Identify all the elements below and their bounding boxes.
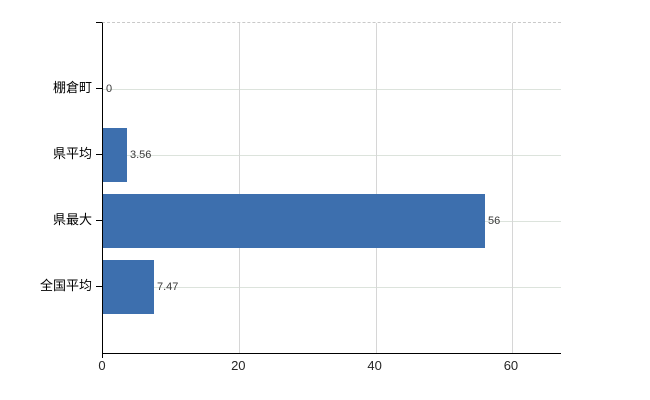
v-gridline bbox=[376, 23, 377, 353]
v-gridline bbox=[239, 23, 240, 353]
bar bbox=[103, 194, 485, 248]
value-label: 3.56 bbox=[130, 149, 152, 161]
h-gridline bbox=[103, 287, 561, 288]
x-tick-label: 20 bbox=[231, 358, 246, 373]
v-gridline bbox=[512, 23, 513, 353]
category-label: 県平均 bbox=[52, 146, 92, 161]
h-gridline bbox=[103, 155, 561, 156]
x-axis-zero-tick bbox=[102, 353, 103, 358]
category-tick bbox=[96, 286, 102, 287]
x-tick-label: 60 bbox=[503, 358, 519, 373]
bar bbox=[103, 128, 127, 182]
x-tick-label: 40 bbox=[367, 358, 382, 373]
plot-area: 0 3.56 56 7.47 bbox=[102, 22, 561, 354]
value-label: 56 bbox=[488, 215, 501, 227]
h-gridline bbox=[103, 89, 561, 90]
category-tick bbox=[96, 154, 102, 155]
category-tick bbox=[96, 220, 102, 221]
category-label: 棚倉町 bbox=[52, 80, 92, 95]
category-label: 県最大 bbox=[52, 212, 92, 227]
bar bbox=[103, 260, 154, 314]
category-label: 全国平均 bbox=[39, 278, 92, 293]
value-label: 0 bbox=[106, 83, 113, 95]
x-tick-label: 0 bbox=[98, 358, 106, 373]
value-label: 7.47 bbox=[157, 281, 179, 293]
category-tick bbox=[96, 88, 102, 89]
y-axis-top-tick bbox=[96, 22, 102, 23]
